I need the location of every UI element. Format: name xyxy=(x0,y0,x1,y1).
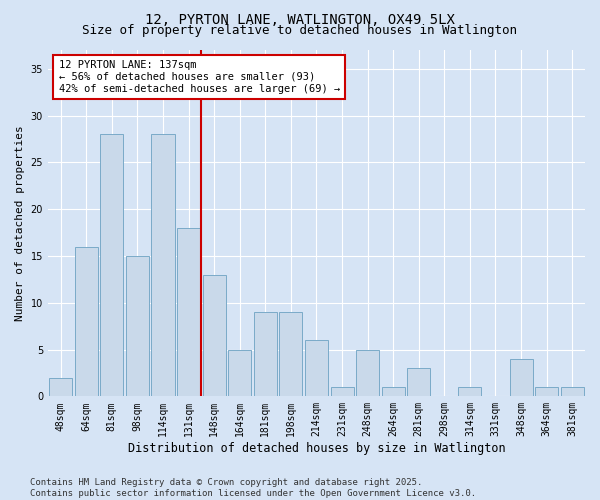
Bar xyxy=(228,350,251,397)
Bar xyxy=(561,387,584,396)
Bar xyxy=(203,274,226,396)
Y-axis label: Number of detached properties: Number of detached properties xyxy=(15,126,25,321)
Bar xyxy=(177,228,200,396)
X-axis label: Distribution of detached houses by size in Watlington: Distribution of detached houses by size … xyxy=(128,442,505,455)
Text: Size of property relative to detached houses in Watlington: Size of property relative to detached ho… xyxy=(83,24,517,37)
Text: 12 PYRTON LANE: 137sqm
← 56% of detached houses are smaller (93)
42% of semi-det: 12 PYRTON LANE: 137sqm ← 56% of detached… xyxy=(59,60,340,94)
Bar xyxy=(75,246,98,396)
Bar xyxy=(407,368,430,396)
Bar xyxy=(356,350,379,397)
Bar xyxy=(151,134,175,396)
Bar xyxy=(535,387,558,396)
Text: Contains HM Land Registry data © Crown copyright and database right 2025.
Contai: Contains HM Land Registry data © Crown c… xyxy=(30,478,476,498)
Bar xyxy=(49,378,72,396)
Bar xyxy=(509,359,533,397)
Bar xyxy=(305,340,328,396)
Bar xyxy=(126,256,149,396)
Bar xyxy=(280,312,302,396)
Bar xyxy=(254,312,277,396)
Bar xyxy=(382,387,404,396)
Bar xyxy=(331,387,353,396)
Text: 12, PYRTON LANE, WATLINGTON, OX49 5LX: 12, PYRTON LANE, WATLINGTON, OX49 5LX xyxy=(145,12,455,26)
Bar xyxy=(100,134,124,396)
Bar xyxy=(458,387,481,396)
